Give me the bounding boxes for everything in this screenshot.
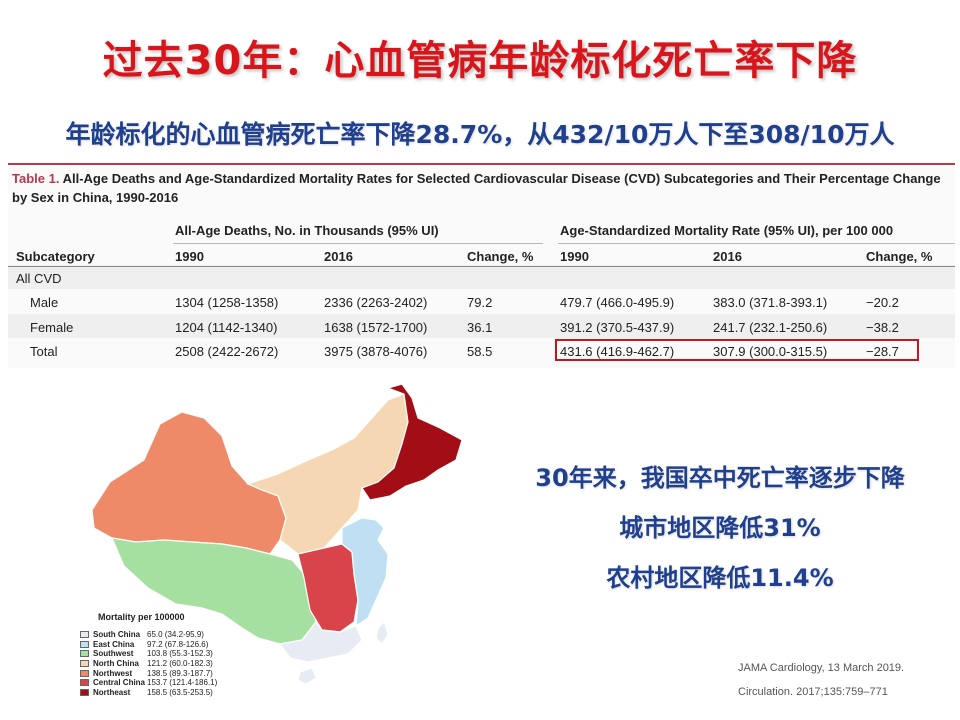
table-cell: 36.1 <box>467 320 493 335</box>
table-cell: 2508 (2422-2672) <box>175 344 279 359</box>
col-header-subcategory: Subcategory <box>16 249 95 264</box>
legend-name: Southwest <box>93 649 134 659</box>
table-cell: 431.6 (416.9-462.7) <box>560 344 675 359</box>
table-group-rate: Age-Standardized Mortality Rate (95% UI)… <box>560 223 894 238</box>
bullet-rural-decrease: 农村地区降低11.4% <box>606 564 834 592</box>
legend-swatch <box>80 650 89 658</box>
col-header-deaths-1990: 1990 <box>175 249 204 264</box>
table-cell: 2336 (2263-2402) <box>324 295 428 310</box>
col-header-rate-2016: 2016 <box>713 249 742 264</box>
table-cell: −20.2 <box>866 295 899 310</box>
legend-value: 103.8 (55.3-152.3) <box>147 649 213 659</box>
table-group-deaths: All-Age Deaths, No. in Thousands (95% UI… <box>175 223 439 238</box>
reference-jama: JAMA Cardiology, 13 March 2019. <box>738 662 905 674</box>
china-map-svg <box>91 383 463 685</box>
legend-name: South China <box>93 630 141 640</box>
legend-swatch <box>80 631 89 639</box>
legend-value: 97.2 (67.8-126.6) <box>147 639 209 649</box>
bullet-urban-decrease: 城市地区降低31% <box>619 514 821 542</box>
group-rule <box>173 243 543 244</box>
region-central-china <box>297 543 359 633</box>
total-rate-highlight-box <box>555 339 919 361</box>
legend-swatch <box>80 679 89 687</box>
legend-swatch <box>80 640 89 648</box>
hainan <box>297 667 317 685</box>
legend-item-northwest: Northwest 138.5 (89.3-187.7) <box>80 668 217 678</box>
reference-circulation: Circulation. 2017;135:759–771 <box>738 686 888 698</box>
table-cell: 79.2 <box>467 295 493 310</box>
bullet-stroke-mortality: 30年来，我国卒中死亡率逐步下降 <box>535 464 905 492</box>
region-east-china <box>341 517 389 628</box>
legend-name: Central China <box>93 678 146 688</box>
col-header-rate-1990: 1990 <box>560 249 589 264</box>
slide-subtitle: 年龄标化的心血管病死亡率下降28.7%，从432/10万人下至308/10万人 <box>65 120 895 149</box>
col-header-deaths-2016: 2016 <box>324 249 353 264</box>
legend-value: 121.2 (60.0-182.3) <box>147 659 213 669</box>
legend-item-south-china: South China 65.0 (34.2-95.9) <box>80 630 217 640</box>
table-caption: Table 1. All-Age Deaths and Age-Standard… <box>12 169 952 207</box>
legend-value: 138.5 (89.3-187.7) <box>147 668 213 678</box>
taiwan <box>375 621 389 645</box>
legend-name: North China <box>93 659 139 669</box>
legend-name: East China <box>93 639 135 649</box>
table-cell: 1638 (1572-1700) <box>324 320 428 335</box>
region-south-china <box>278 621 363 663</box>
region-southwest <box>111 537 317 645</box>
legend-value: 158.5 (63.5-253.5) <box>147 687 213 697</box>
legend-swatch <box>80 688 89 696</box>
legend-item-southwest: Southwest 103.8 (55.3-152.3) <box>80 649 217 659</box>
table-cell: 241.7 (232.1-250.6) <box>713 320 828 335</box>
table-cell: 58.5 <box>467 344 493 359</box>
legend-item-northeast: Northeast 158.5 (63.5-253.5) <box>80 688 217 698</box>
table-cell: 383.0 (371.8-393.1) <box>713 295 828 310</box>
table-caption-label: Table 1. <box>12 171 60 186</box>
group-rule <box>558 243 955 244</box>
table-row-band <box>8 265 955 289</box>
table-section-all-cvd: All CVD <box>16 271 62 286</box>
table-cell: 1204 (1142-1340) <box>175 320 278 335</box>
legend-swatch <box>80 669 89 677</box>
legend-name: Northeast <box>93 687 131 697</box>
table-cell: −28.7 <box>866 344 899 359</box>
table-cell: Male <box>30 295 59 310</box>
table-row-band <box>8 314 955 338</box>
table-cell: 479.7 (466.0-495.9) <box>560 295 675 310</box>
table-cell: 307.9 (300.0-315.5) <box>713 344 828 359</box>
table-cell: −38.2 <box>866 320 899 335</box>
table-cell: 1304 (1258-1358) <box>175 295 279 310</box>
col-header-deaths-change: Change, % <box>467 249 534 264</box>
legend-item-north-china: North China 121.2 (60.0-182.3) <box>80 659 217 669</box>
slide-title: 过去30年：心血管病年龄标化死亡率下降 <box>102 38 858 84</box>
table-caption-text: All-Age Deaths and Age-Standardized Mort… <box>12 171 941 205</box>
legend-name: Northwest <box>93 668 133 678</box>
table-cell: 3975 (3878-4076) <box>324 344 428 359</box>
china-region-map <box>72 378 472 714</box>
map-legend: South China 65.0 (34.2-95.9) East China 97… <box>80 630 217 697</box>
header-rule <box>8 266 955 267</box>
legend-value: 65.0 (34.2-95.9) <box>147 630 204 640</box>
col-header-rate-change: Change, % <box>866 249 933 264</box>
legend-swatch <box>80 660 89 668</box>
region-northeast <box>361 383 463 501</box>
mortality-table: Table 1. All-Age Deaths and Age-Standard… <box>8 163 955 368</box>
legend-item-central-china: Central China 153.7 (121.4-186.1) <box>80 678 217 688</box>
legend-value: 153.7 (121.4-186.1) <box>147 678 218 688</box>
table-cell: 391.2 (370.5-437.9) <box>560 320 675 335</box>
table-cell: Total <box>30 344 58 359</box>
legend-item-east-china: East China 97.2 (67.8-126.6) <box>80 640 217 650</box>
table-cell: Female <box>30 320 74 335</box>
map-legend-title: Mortality per 100000 <box>98 612 185 622</box>
